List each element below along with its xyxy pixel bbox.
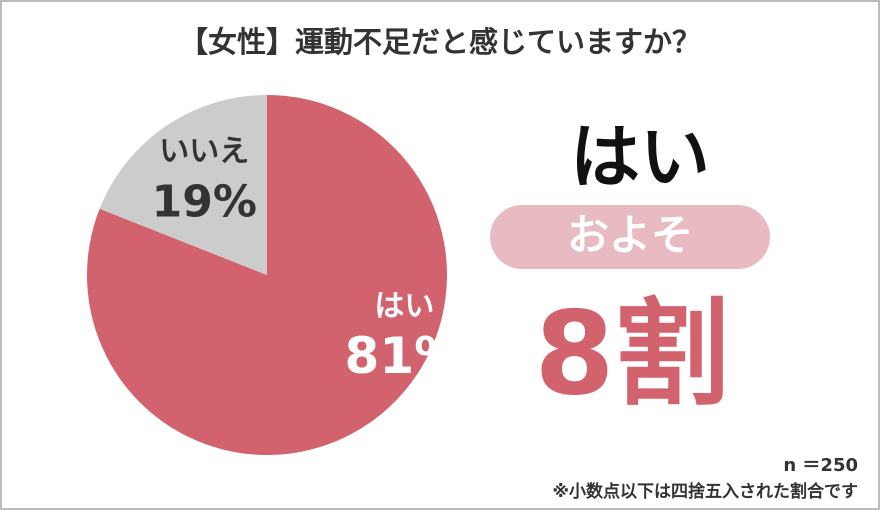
pie-slice — [86, 95, 447, 455]
answer-label: はい — [570, 116, 710, 198]
slice-value: 81% — [345, 327, 465, 385]
approx-label: およそ — [567, 211, 693, 260]
slice-category: はい — [374, 289, 434, 324]
chart-title: 【女性】運動不足だと感じていますか？ — [179, 25, 701, 59]
approx-pill — [490, 205, 770, 269]
footnote: ※小数点以下は四捨五入された割合です — [552, 481, 858, 502]
pie-slice — [99, 95, 268, 275]
ratio-label: 8割 — [534, 288, 729, 422]
sample-size: n ＝250 — [783, 455, 858, 476]
slice-category: いいえ — [159, 134, 249, 169]
slice-value: 19% — [152, 177, 257, 228]
